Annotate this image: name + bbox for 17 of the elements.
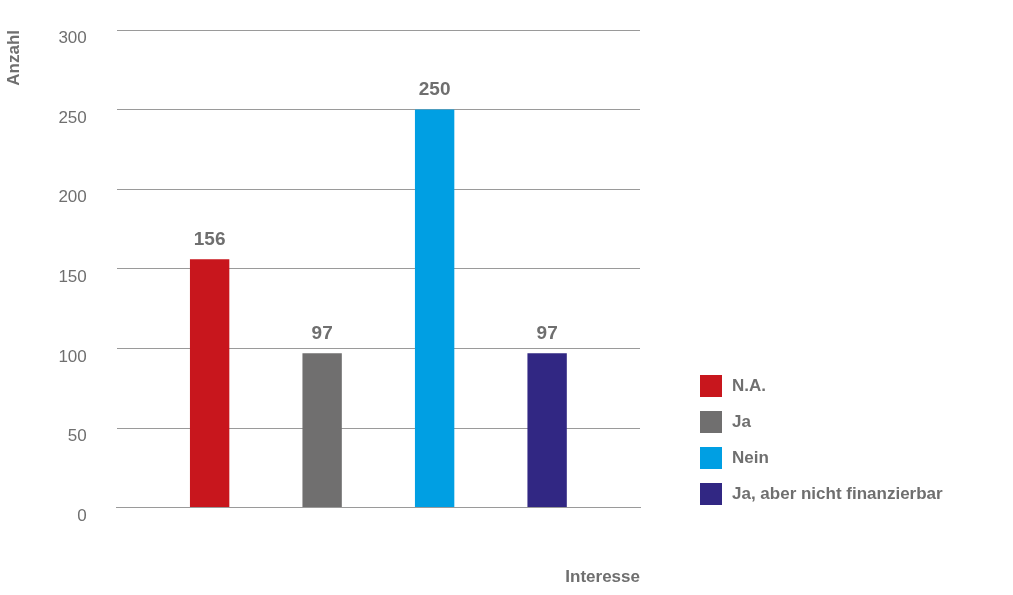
y-tick-label: 250 — [58, 107, 87, 127]
y-axis-title: Anzahl — [3, 30, 23, 86]
y-tick-label: 100 — [58, 346, 87, 366]
legend-label: Ja — [732, 412, 751, 432]
legend-label: Ja, aber nicht finanzierbar — [732, 484, 943, 504]
x-axis-title: Interesse — [565, 567, 640, 587]
y-tick-label: 50 — [67, 426, 87, 446]
y-tick-label: 150 — [58, 266, 87, 286]
y-tick-label: 300 — [58, 28, 87, 48]
data-label: 250 — [418, 78, 451, 100]
y-tick-label: 0 — [77, 505, 87, 525]
legend-label: N.A. — [732, 376, 766, 396]
y-tick-label: 200 — [58, 187, 87, 207]
legend-label: Nein — [732, 448, 769, 468]
data-label: 156 — [193, 227, 226, 249]
data-label: 97 — [311, 321, 333, 343]
data-label: 97 — [536, 321, 558, 343]
